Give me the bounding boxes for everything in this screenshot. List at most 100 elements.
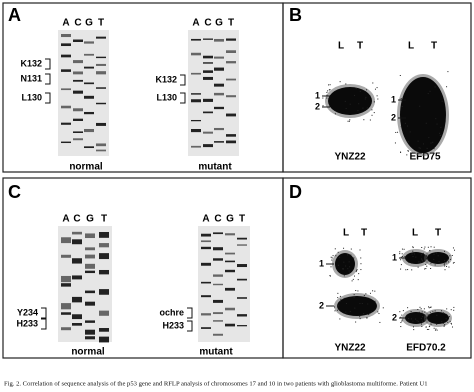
- band: [61, 303, 71, 310]
- band: [61, 237, 71, 244]
- band: [84, 66, 94, 69]
- blot-speck: [418, 311, 420, 313]
- blot-speck: [408, 321, 410, 323]
- band: [61, 275, 71, 283]
- blot-speck: [420, 308, 422, 310]
- band: [213, 274, 223, 277]
- blot-speck: [337, 264, 339, 266]
- blot-speck: [351, 280, 353, 282]
- band: [225, 269, 235, 273]
- marker-bracket: [187, 320, 193, 332]
- band: [237, 244, 247, 246]
- blot-speck: [428, 328, 430, 330]
- blot-speck: [438, 261, 440, 263]
- blot-speck: [442, 312, 444, 314]
- band: [72, 239, 82, 245]
- blot-speck: [453, 309, 455, 311]
- blot-speck: [418, 261, 420, 263]
- blot-speck: [430, 246, 432, 248]
- blot-speck: [421, 258, 423, 260]
- panel-letter: A: [8, 5, 21, 25]
- blot-speck: [345, 311, 347, 313]
- blot-speck: [357, 110, 359, 112]
- band: [213, 320, 223, 322]
- band: [213, 283, 223, 286]
- marker-label: Y234: [17, 307, 38, 317]
- caption-group: Fig. 2. Correlation of sequence analysis…: [4, 381, 428, 388]
- blot-speck: [334, 310, 336, 312]
- blot-speck: [407, 269, 409, 271]
- blot-speck: [433, 148, 435, 150]
- blot-speck: [368, 314, 370, 316]
- blot-speck: [400, 259, 402, 261]
- blot-speck: [353, 257, 355, 259]
- gel-label: EFD70.2: [406, 343, 446, 354]
- blot-speck: [365, 293, 367, 295]
- marker-bracket: [187, 307, 193, 319]
- band: [99, 328, 109, 332]
- blot-speck: [415, 256, 417, 258]
- blot-speck: [412, 320, 414, 322]
- band: [203, 76, 213, 80]
- blot-speck: [447, 261, 449, 263]
- blot-speck: [430, 306, 432, 308]
- blot-speck: [411, 253, 413, 255]
- blot-speck: [452, 326, 454, 328]
- blot-speck: [413, 329, 415, 331]
- blot-speck: [436, 314, 438, 316]
- band: [72, 275, 82, 280]
- blot-speck: [400, 126, 402, 128]
- band: [191, 99, 201, 103]
- band: [214, 38, 224, 42]
- band: [201, 233, 211, 237]
- blot-speck: [328, 84, 330, 86]
- blot-speck: [424, 246, 426, 248]
- blot-speck: [446, 308, 448, 310]
- marker-bracket: [41, 307, 47, 319]
- blot-speck: [350, 248, 352, 250]
- band: [226, 113, 236, 117]
- blot-speck: [402, 310, 404, 312]
- band: [225, 233, 235, 236]
- band: [85, 301, 95, 306]
- blot-speck: [339, 256, 341, 258]
- blot-speck: [394, 142, 396, 144]
- blot-speck: [399, 74, 401, 76]
- band: [203, 70, 213, 73]
- blot-speck: [349, 310, 351, 312]
- band: [61, 312, 71, 315]
- blot-speck: [433, 327, 435, 329]
- blot-speck: [397, 131, 399, 133]
- blot-speck: [422, 260, 424, 262]
- blot-speck: [408, 261, 410, 263]
- blot-speck: [425, 268, 427, 270]
- blot-speck: [449, 258, 451, 260]
- blot-speck: [434, 310, 436, 312]
- blot-speck: [371, 311, 373, 313]
- caption: Fig. 2. Correlation of sequence analysis…: [4, 381, 428, 388]
- blot-speck: [369, 292, 371, 294]
- blot-speck: [353, 275, 355, 277]
- marker-bracket: [180, 74, 186, 86]
- band: [226, 38, 236, 41]
- lane-label: T: [435, 228, 441, 239]
- blot-speck: [427, 258, 429, 260]
- band: [96, 71, 106, 75]
- band: [61, 141, 71, 144]
- blot-speck: [355, 321, 357, 323]
- gel-label: normal: [71, 347, 105, 358]
- band: [73, 60, 83, 64]
- band: [99, 289, 109, 295]
- blot-speck: [426, 257, 428, 259]
- blot: [405, 312, 427, 324]
- blot-speck: [349, 119, 351, 121]
- blot-speck: [359, 249, 361, 251]
- blot-speck: [403, 248, 405, 250]
- blot-speck: [355, 290, 357, 292]
- band: [201, 246, 211, 250]
- blot-speck: [451, 254, 453, 256]
- blot-speck: [411, 262, 413, 264]
- blot-speck: [430, 142, 432, 144]
- blot-speck: [347, 120, 349, 122]
- blot-speck: [337, 297, 339, 299]
